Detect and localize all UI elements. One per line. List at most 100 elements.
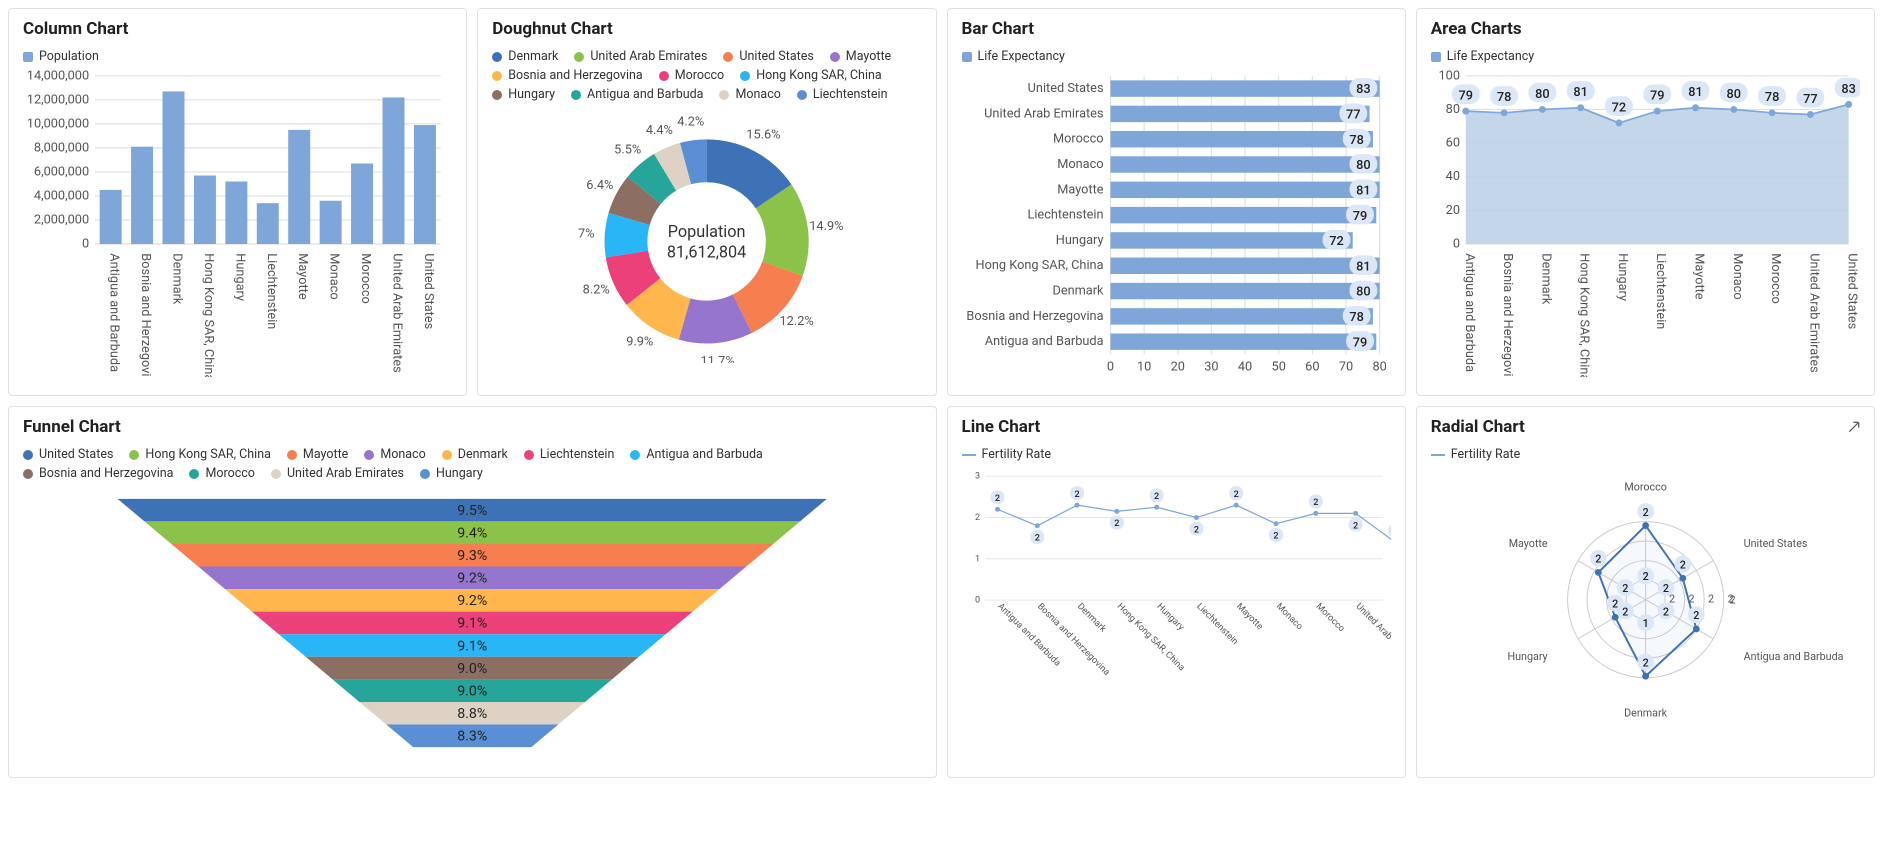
svg-text:Antigua and Barbuda: Antigua and Barbuda	[1743, 651, 1843, 664]
svg-text:United States: United States	[1743, 537, 1807, 550]
svg-text:14,000,000: 14,000,000	[27, 70, 89, 83]
column-chart-card: Column Chart Population 02,000,0004,000,…	[8, 8, 467, 396]
svg-text:2: 2	[1622, 582, 1628, 595]
svg-text:2: 2	[1680, 559, 1686, 572]
svg-text:70: 70	[1338, 359, 1352, 374]
svg-text:14.9%: 14.9%	[810, 219, 844, 234]
svg-text:12.2%: 12.2%	[780, 314, 814, 329]
svg-text:United Arab Emirates: United Arab Emirates	[389, 253, 404, 372]
svg-text:United Arab Emirates: United Arab Emirates	[1353, 602, 1391, 669]
legend-item[interactable]: United Arab Emirates	[574, 49, 707, 64]
funnel-chart-legend: United States Hong Kong SAR, China Mayotte…	[23, 447, 922, 481]
svg-text:83: 83	[1841, 82, 1856, 97]
legend-label: Life Expectancy	[1447, 49, 1534, 64]
svg-text:2: 2	[1233, 490, 1238, 500]
legend-item[interactable]: Monaco	[364, 447, 425, 462]
legend-item[interactable]: Bosnia and Herzegovina	[23, 466, 173, 481]
svg-text:Morocco: Morocco	[1624, 481, 1666, 494]
svg-text:Liechtenstein: Liechtenstein	[264, 253, 279, 329]
legend-swatch	[830, 52, 840, 62]
legend-item-population[interactable]: Population	[23, 49, 99, 64]
svg-text:9.0%: 9.0%	[457, 661, 487, 677]
legend-label: Bosnia and Herzegovina	[39, 466, 173, 481]
legend-item[interactable]: Hong Kong SAR, China	[129, 447, 271, 462]
svg-text:Hungary: Hungary	[1154, 602, 1186, 634]
svg-text:2: 2	[1273, 532, 1278, 542]
legend-item[interactable]: Denmark	[442, 447, 508, 462]
legend-item[interactable]: Denmark	[492, 49, 558, 64]
svg-text:Antigua and Barbuda: Antigua and Barbuda	[1462, 253, 1477, 372]
svg-text:8.3%: 8.3%	[457, 729, 487, 745]
legend-item[interactable]: Hungary	[492, 87, 555, 102]
legend-swatch	[442, 450, 452, 460]
legend-item[interactable]: Bosnia and Herzegovina	[492, 68, 642, 83]
legend-item-fertility-rate[interactable]: Fertility Rate	[1431, 447, 1520, 462]
svg-text:9.4%: 9.4%	[457, 526, 487, 542]
legend-label: Mayotte	[303, 447, 348, 462]
svg-text:Bosnia and Herzegovina: Bosnia and Herzegovina	[1035, 602, 1111, 678]
svg-text:72: 72	[1329, 234, 1344, 249]
svg-text:4.2%: 4.2%	[677, 114, 704, 129]
svg-text:9.1%: 9.1%	[457, 616, 487, 632]
svg-text:2: 2	[1663, 582, 1669, 595]
svg-text:2: 2	[1114, 520, 1119, 530]
legend-item[interactable]: Monaco	[719, 87, 780, 102]
svg-text:9.0%: 9.0%	[457, 684, 487, 700]
radial-chart-card: Radial Chart Fertility Rate 2MoroccoUnit…	[1416, 406, 1875, 778]
svg-text:0: 0	[1106, 359, 1113, 374]
legend-swatch	[23, 52, 33, 62]
legend-swatch	[962, 52, 972, 62]
funnel-chart-title: Funnel Chart	[23, 417, 922, 437]
svg-text:Hungary: Hungary	[1615, 253, 1630, 301]
legend-item[interactable]: United States	[23, 447, 113, 462]
svg-text:7%: 7%	[578, 226, 595, 241]
svg-text:Liechtenstein: Liechtenstein	[1027, 208, 1103, 223]
legend-item-life-expectancy[interactable]: Life Expectancy	[962, 49, 1065, 64]
svg-text:Mayotte: Mayotte	[1691, 253, 1706, 300]
line-chart-svg: 01232Antigua and Barbuda2Bosnia and Herz…	[962, 468, 1391, 683]
legend-item[interactable]: Liechtenstein	[797, 87, 888, 102]
legend-item[interactable]: Hong Kong SAR, China	[740, 68, 882, 83]
legend-item[interactable]: Antigua and Barbuda	[571, 87, 703, 102]
svg-text:2: 2	[1669, 593, 1675, 606]
line-chart-legend: Fertility Rate	[962, 447, 1391, 462]
svg-text:2: 2	[1313, 499, 1318, 509]
legend-label: Antigua and Barbuda	[646, 447, 762, 462]
svg-text:78: 78	[1349, 310, 1364, 325]
svg-text:80: 80	[1726, 87, 1741, 102]
legend-item[interactable]: Mayotte	[830, 49, 891, 64]
legend-item[interactable]: Morocco	[659, 68, 725, 83]
area-chart-title: Area Charts	[1431, 19, 1860, 39]
legend-item-fertility-rate[interactable]: Fertility Rate	[962, 447, 1051, 462]
legend-item-life-expectancy[interactable]: Life Expectancy	[1431, 49, 1534, 64]
legend-item[interactable]: United Arab Emirates	[271, 466, 404, 481]
legend-swatch	[189, 469, 199, 479]
svg-text:5.5%: 5.5%	[614, 143, 641, 158]
svg-text:2: 2	[975, 513, 980, 523]
svg-text:81: 81	[1356, 183, 1371, 198]
svg-text:Mayotte: Mayotte	[295, 253, 310, 300]
legend-swatch	[492, 71, 502, 81]
svg-text:Denmark: Denmark	[1052, 284, 1104, 299]
svg-text:81: 81	[1356, 259, 1371, 274]
expand-icon[interactable]	[1846, 419, 1862, 435]
radial-chart-svg: 2 Morocco United States Antigua and Barbuda…	[1431, 468, 1860, 722]
svg-text:81: 81	[1573, 85, 1588, 100]
legend-item[interactable]: Mayotte	[287, 447, 348, 462]
legend-item[interactable]: Hungary	[420, 466, 483, 481]
svg-text:15.6%: 15.6%	[747, 127, 781, 142]
svg-text:Morocco: Morocco	[358, 253, 373, 303]
legend-item[interactable]: Antigua and Barbuda	[630, 447, 762, 462]
legend-label: Denmark	[508, 49, 558, 64]
legend-item[interactable]: Morocco	[189, 466, 255, 481]
svg-text:United States: United States	[421, 253, 436, 329]
legend-item[interactable]: United States	[723, 49, 813, 64]
svg-text:6.4%: 6.4%	[587, 178, 614, 193]
svg-text:Antigua and Barbuda: Antigua and Barbuda	[984, 334, 1103, 349]
svg-text:Morocco: Morocco	[1053, 132, 1104, 147]
legend-item[interactable]: Liechtenstein	[524, 447, 615, 462]
bar-chart-card: Bar Chart Life Expectancy 01020304050607…	[947, 8, 1406, 396]
legend-label: Liechtenstein	[540, 447, 615, 462]
svg-text:79: 79	[1458, 89, 1473, 104]
svg-text:40: 40	[1237, 359, 1251, 374]
